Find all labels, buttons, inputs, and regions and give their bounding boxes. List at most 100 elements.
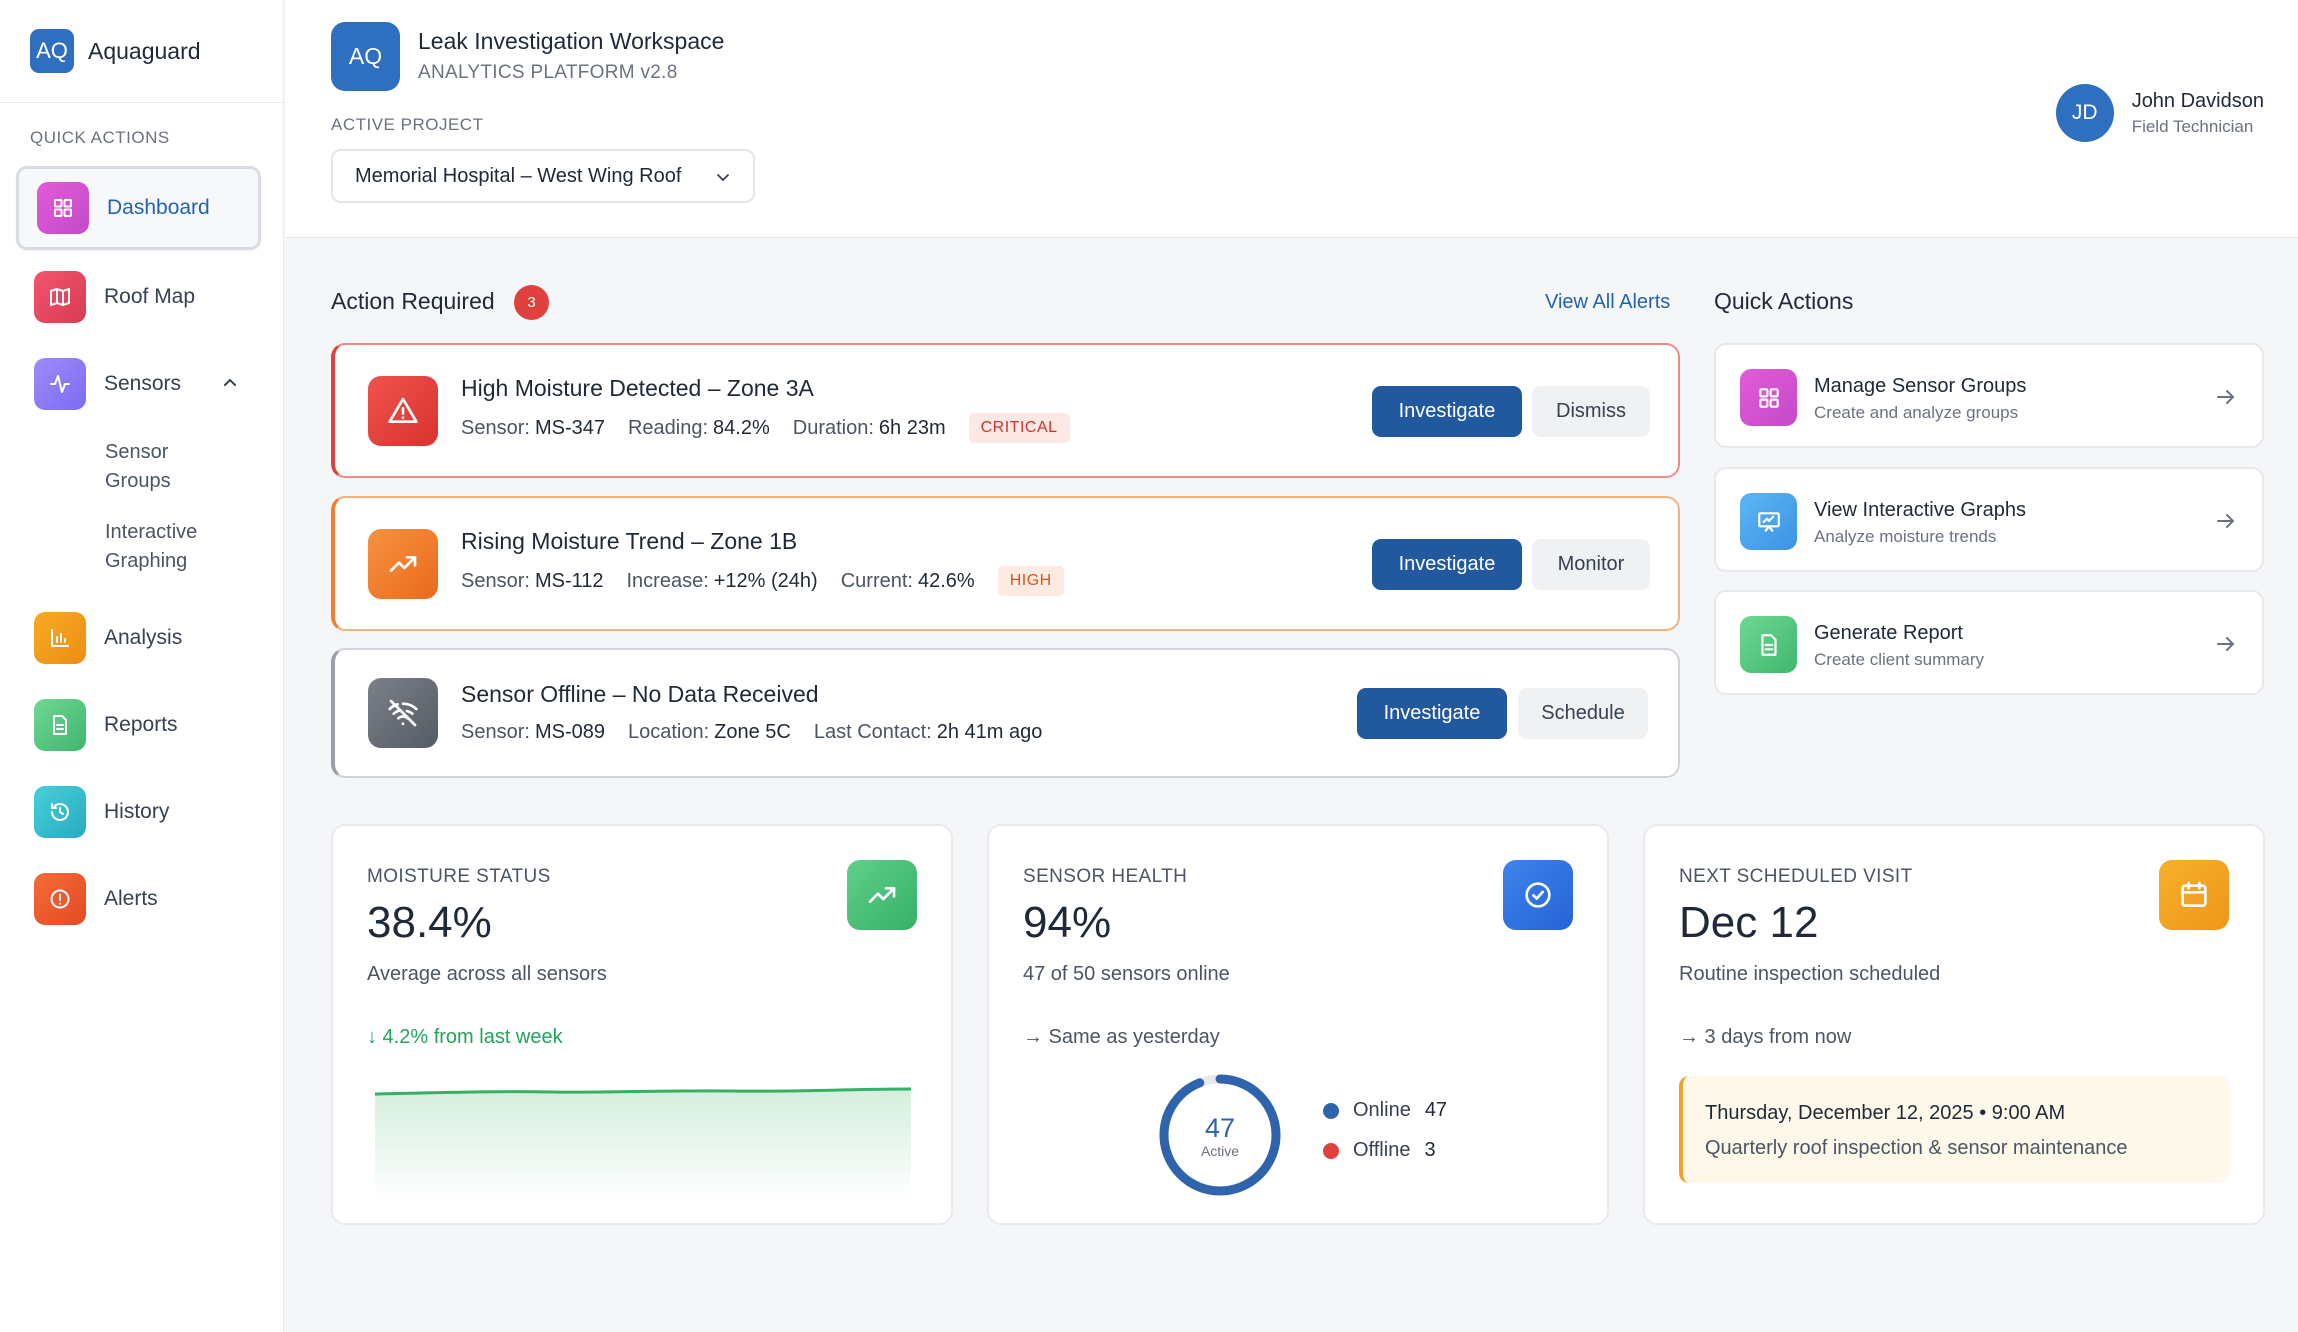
grid-icon [1740, 369, 1797, 426]
severity-badge: HIGH [997, 566, 1064, 596]
legend-label: Offline [1353, 1139, 1411, 1161]
action-required-title: Action Required [331, 288, 495, 314]
legend-count: 3 [1424, 1139, 1436, 1161]
legend-label: Online [1353, 1099, 1411, 1121]
warning-icon [368, 376, 438, 446]
investigate-button[interactable]: Investigate [1372, 539, 1522, 590]
sensor-health-donut: 47 Active [1159, 1074, 1281, 1196]
dismiss-button[interactable]: Dismiss [1532, 386, 1650, 437]
meta-value: MS-089 [534, 721, 605, 743]
visit-date: Thursday, December 12, 2025 • 9:00 AM [1705, 1102, 2066, 1124]
alert-meta: Sensor: MS-347 Reading: 84.2% Duration: 6h … [461, 413, 1070, 443]
sidebar-item-sensors[interactable]: Sensors [16, 344, 261, 424]
quick-action-title: View Interactive Graphs [1814, 499, 2026, 521]
meta-value: 6h 23m [878, 416, 946, 439]
subitem-line: Graphing [105, 550, 188, 572]
trending-up-icon [368, 529, 438, 599]
page-title: Leak Investigation Workspace [418, 28, 725, 54]
calendar-icon [2159, 860, 2229, 930]
quick-action-subtitle: Create and analyze groups [1814, 403, 2019, 422]
donut-value: 47 [1205, 1113, 1235, 1143]
document-icon [34, 699, 86, 751]
quick-action-title: Generate Report [1814, 622, 1963, 644]
stat-label: SENSOR HEALTH [1023, 866, 1188, 887]
stat-label: NEXT SCHEDULED VISIT [1679, 866, 1913, 887]
arrow-right-icon [2214, 632, 2238, 656]
chevron-up-icon[interactable] [221, 374, 239, 392]
sidebar-item-dashboard[interactable]: Dashboard [16, 166, 261, 250]
meta-value: Zone 5C [714, 721, 791, 743]
sidebar-item-analysis[interactable]: Analysis [16, 598, 261, 678]
monitor-button[interactable]: Monitor [1532, 539, 1650, 590]
schedule-button[interactable]: Schedule [1518, 688, 1648, 739]
user-profile[interactable]: JD John Davidson Field Technician [2055, 84, 2264, 142]
legend-online: Online 47 [1323, 1099, 1447, 1122]
severity-badge: CRITICAL [968, 413, 1070, 443]
meta-value: +12% (24h) [713, 569, 818, 592]
sidebar-subitem-sensor-groups[interactable]: Sensor Groups [16, 438, 261, 496]
stat-value: 94% [1023, 898, 1112, 947]
user-info: John Davidson Field Technician [2132, 90, 2264, 137]
stat-value: Dec 12 [1679, 898, 1819, 947]
sidebar-item-label: Reports [104, 713, 178, 736]
sidebar-item-roof-map[interactable]: Roof Map [16, 257, 261, 337]
quick-action-generate-report[interactable]: Generate Report Create client summary [1714, 590, 2264, 695]
sidebar-item-reports[interactable]: Reports [16, 685, 261, 765]
donut-label: Active [1201, 1143, 1239, 1159]
alert-meta: Sensor: MS-112 Increase: +12% (24h) Curren… [461, 566, 1064, 596]
bar-chart-icon [34, 612, 86, 664]
brand-name: Aquaguard [88, 37, 201, 64]
next-visit-card: NEXT SCHEDULED VISIT Dec 12 Routine insp… [1643, 824, 2265, 1225]
project-select[interactable]: Memorial Hospital – West Wing Roof [331, 149, 755, 203]
arrow-right-icon [2214, 509, 2238, 533]
legend-offline: Offline 3 [1323, 1139, 1436, 1162]
subitem-line: Groups [105, 470, 171, 492]
alert-card-rising-trend: Rising Moisture Trend – Zone 1B Sensor: M… [331, 496, 1680, 631]
visit-note: Quarterly roof inspection & sensor maint… [1705, 1137, 2128, 1159]
brand: AQ Aquaguard [0, 0, 283, 103]
meta-key: Sensor: [461, 569, 530, 592]
legend-dot [1323, 1102, 1339, 1119]
stat-description: Average across all sensors [367, 963, 607, 985]
trending-up-icon [847, 860, 917, 930]
presentation-chart-icon [1740, 493, 1797, 550]
meta-key: Current: [840, 569, 913, 592]
page-subtitle: ANALYTICS PLATFORM v2.8 [418, 62, 678, 83]
sensor-health-card: SENSOR HEALTH 94% 47 of 50 sensors onlin… [987, 824, 1609, 1225]
alert-title: Rising Moisture Trend – Zone 1B [461, 528, 798, 554]
stat-value: 38.4% [367, 898, 492, 947]
legend-count: 47 [1424, 1099, 1448, 1121]
meta-key: Sensor: [461, 416, 530, 439]
header: AQ Leak Investigation Workspace ANALYTIC… [285, 0, 2298, 238]
activity-icon [34, 358, 86, 410]
legend-dot [1323, 1142, 1339, 1159]
document-icon [1740, 616, 1797, 673]
sidebar-item-alerts[interactable]: Alerts [16, 859, 261, 939]
brand-logo: AQ [30, 29, 74, 73]
meta-value: 42.6% [917, 569, 975, 592]
sidebar-item-label: Roof Map [104, 285, 196, 308]
investigate-button[interactable]: Investigate [1357, 688, 1507, 739]
check-circle-icon [1503, 860, 1573, 930]
meta-value: MS-112 [534, 569, 604, 592]
stat-trend: ↓ 4.2% from last week [367, 1026, 563, 1048]
quick-action-manage-sensor-groups[interactable]: Manage Sensor Groups Create and analyze … [1714, 343, 2264, 448]
avatar: JD [2055, 84, 2114, 142]
sidebar-item-label: History [104, 800, 170, 823]
meta-key: Increase: [626, 569, 709, 592]
sidebar-subitem-interactive-graphing[interactable]: Interactive Graphing [16, 518, 261, 576]
alert-count-badge: 3 [514, 285, 549, 320]
stat-label: MOISTURE STATUS [367, 866, 551, 887]
grid-icon [37, 182, 89, 234]
view-all-alerts-link[interactable]: View All Alerts [1545, 291, 1671, 313]
moisture-sparkline [374, 1087, 912, 1199]
sidebar-item-label: Sensors [104, 372, 182, 395]
alert-card-sensor-offline: Sensor Offline – No Data Received Sensor… [331, 648, 1680, 778]
quick-action-view-interactive-graphs[interactable]: View Interactive Graphs Analyze moisture… [1714, 467, 2264, 572]
sidebar-item-history[interactable]: History [16, 772, 261, 852]
stat-description: Routine inspection scheduled [1679, 963, 1941, 985]
sidebar-item-label: Analysis [104, 626, 183, 649]
investigate-button[interactable]: Investigate [1372, 386, 1522, 437]
project-label: ACTIVE PROJECT [331, 115, 484, 134]
stat-trend: → 3 days from now [1679, 1026, 1852, 1048]
